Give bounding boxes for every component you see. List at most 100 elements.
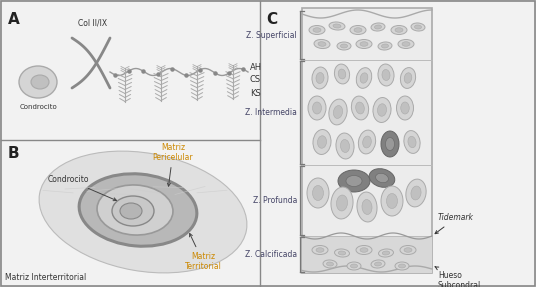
Ellipse shape	[382, 69, 390, 80]
Text: Matriz Interterritorial: Matriz Interterritorial	[5, 273, 86, 282]
Ellipse shape	[354, 28, 362, 32]
Bar	[302, 8, 432, 273]
Ellipse shape	[400, 67, 415, 88]
Ellipse shape	[400, 245, 416, 255]
Ellipse shape	[313, 28, 321, 32]
Ellipse shape	[333, 24, 341, 28]
Ellipse shape	[385, 137, 394, 150]
Ellipse shape	[352, 96, 369, 120]
Ellipse shape	[369, 169, 395, 187]
Ellipse shape	[391, 26, 407, 34]
Ellipse shape	[350, 26, 366, 34]
Ellipse shape	[338, 170, 370, 192]
Ellipse shape	[331, 187, 353, 219]
Ellipse shape	[363, 136, 371, 148]
Text: KS: KS	[250, 88, 260, 98]
Ellipse shape	[381, 131, 399, 157]
Ellipse shape	[337, 195, 347, 211]
Ellipse shape	[404, 73, 412, 83]
Text: Z. Superficial: Z. Superficial	[246, 30, 297, 40]
Ellipse shape	[395, 28, 403, 32]
Ellipse shape	[397, 96, 413, 120]
Ellipse shape	[356, 68, 372, 88]
Ellipse shape	[406, 179, 426, 207]
Ellipse shape	[359, 130, 376, 154]
Ellipse shape	[316, 73, 324, 84]
Ellipse shape	[411, 23, 425, 31]
Ellipse shape	[356, 245, 372, 255]
Ellipse shape	[398, 40, 414, 49]
Ellipse shape	[375, 262, 382, 266]
Ellipse shape	[404, 131, 420, 154]
Ellipse shape	[378, 64, 394, 86]
Text: Matriz
Pericelular: Matriz Pericelular	[153, 143, 193, 186]
Ellipse shape	[333, 106, 343, 119]
Text: C: C	[266, 12, 277, 27]
Text: A: A	[8, 12, 20, 27]
Bar	[302, 236, 432, 273]
Ellipse shape	[334, 249, 349, 257]
Ellipse shape	[357, 192, 377, 222]
Ellipse shape	[329, 99, 347, 125]
Ellipse shape	[308, 96, 326, 120]
Ellipse shape	[371, 260, 385, 268]
Ellipse shape	[312, 67, 328, 89]
Ellipse shape	[398, 264, 406, 268]
Ellipse shape	[31, 75, 49, 89]
Ellipse shape	[39, 151, 247, 273]
Ellipse shape	[314, 40, 330, 49]
Text: CS: CS	[250, 75, 261, 84]
Ellipse shape	[307, 178, 329, 208]
Ellipse shape	[346, 175, 362, 187]
Ellipse shape	[337, 42, 351, 50]
Text: Condrocito: Condrocito	[48, 175, 116, 201]
Ellipse shape	[19, 66, 57, 98]
Ellipse shape	[326, 262, 333, 266]
Text: Z. Calcificada: Z. Calcificada	[245, 250, 297, 259]
Ellipse shape	[312, 245, 328, 255]
Ellipse shape	[360, 42, 368, 46]
Text: AH: AH	[250, 63, 262, 71]
Ellipse shape	[381, 186, 403, 216]
Ellipse shape	[312, 185, 324, 201]
Ellipse shape	[382, 251, 390, 255]
Ellipse shape	[316, 248, 324, 252]
Text: B: B	[8, 146, 20, 161]
Ellipse shape	[334, 64, 349, 84]
Text: Condrocito: Condrocito	[19, 104, 57, 110]
Ellipse shape	[79, 174, 197, 246]
Ellipse shape	[395, 262, 409, 270]
Ellipse shape	[340, 139, 349, 152]
Ellipse shape	[356, 40, 372, 49]
Ellipse shape	[120, 203, 142, 219]
Ellipse shape	[97, 185, 173, 235]
Ellipse shape	[373, 98, 391, 123]
Ellipse shape	[377, 104, 386, 116]
Text: Tidemark: Tidemark	[435, 214, 474, 234]
Ellipse shape	[382, 44, 389, 48]
Ellipse shape	[375, 25, 382, 29]
Ellipse shape	[401, 102, 410, 114]
Ellipse shape	[317, 136, 326, 148]
Ellipse shape	[318, 42, 326, 46]
Text: Z. Profunda: Z. Profunda	[252, 196, 297, 205]
Ellipse shape	[340, 44, 347, 48]
Ellipse shape	[351, 264, 358, 268]
Ellipse shape	[362, 199, 372, 214]
Ellipse shape	[336, 133, 354, 159]
Ellipse shape	[313, 129, 331, 154]
Ellipse shape	[347, 262, 361, 270]
Text: Matriz
Territorial: Matriz Territorial	[184, 234, 221, 272]
Ellipse shape	[112, 196, 154, 226]
Ellipse shape	[329, 22, 345, 30]
Ellipse shape	[404, 248, 412, 252]
Ellipse shape	[338, 69, 346, 79]
Ellipse shape	[402, 42, 410, 46]
Ellipse shape	[360, 248, 368, 252]
Ellipse shape	[411, 186, 421, 200]
Ellipse shape	[323, 260, 337, 268]
Ellipse shape	[378, 249, 393, 257]
Ellipse shape	[386, 193, 398, 208]
Ellipse shape	[371, 23, 385, 31]
Ellipse shape	[376, 173, 389, 183]
